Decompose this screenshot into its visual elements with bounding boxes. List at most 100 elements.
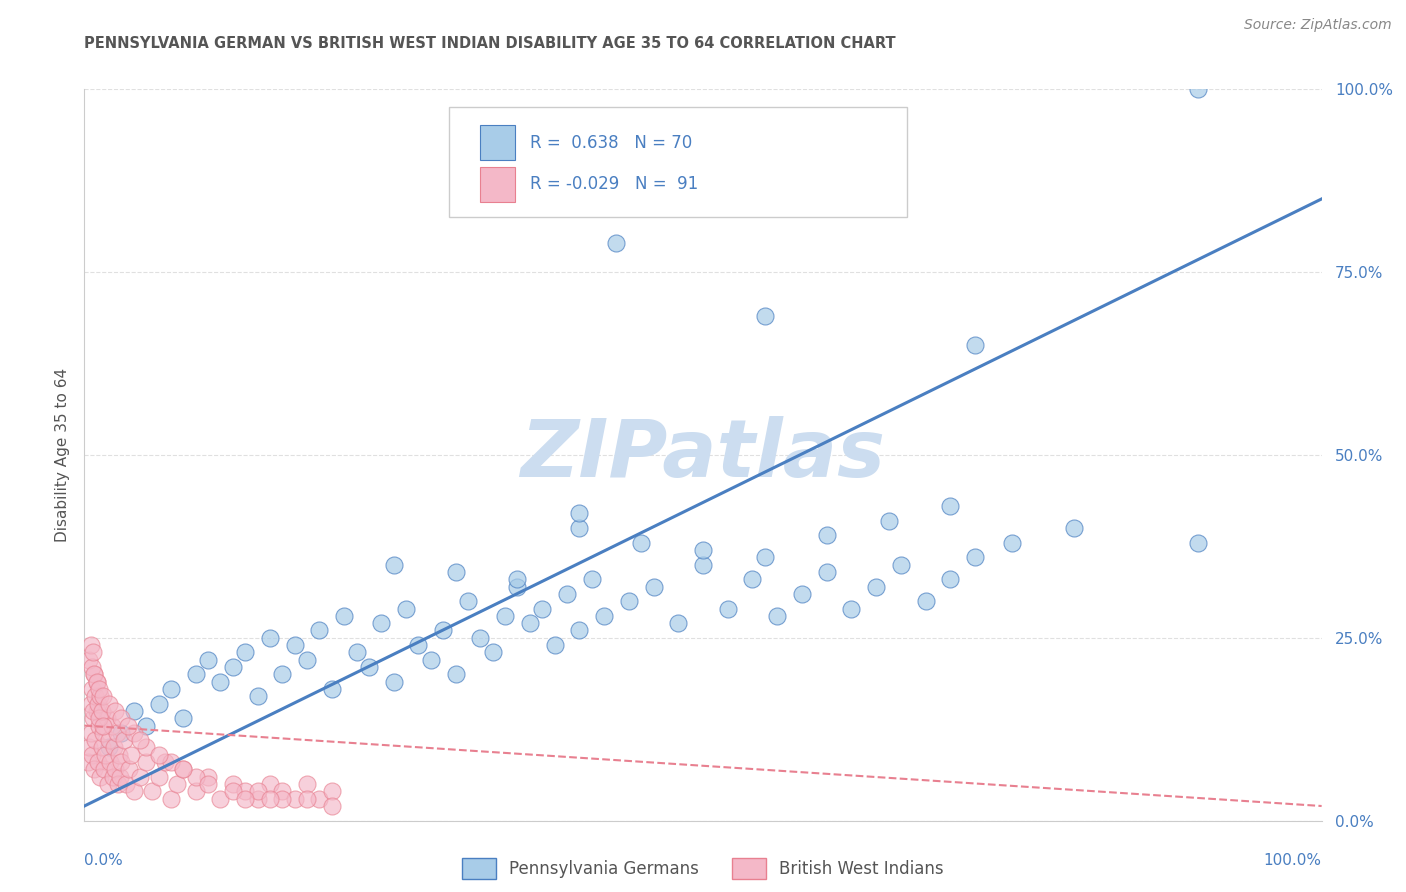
Point: [259, 791, 281, 805]
Point: [346, 645, 368, 659]
Point: [86, 704, 108, 718]
Point: [107, 777, 129, 791]
Point: [754, 309, 776, 323]
Point: [110, 726, 132, 740]
Point: [89, 681, 111, 696]
Point: [259, 631, 281, 645]
FancyBboxPatch shape: [481, 125, 515, 161]
Point: [79, 726, 101, 740]
Point: [148, 697, 170, 711]
Point: [84, 690, 107, 704]
Point: [90, 704, 112, 718]
Point: [865, 580, 887, 594]
Point: [965, 338, 987, 352]
Point: [741, 572, 763, 586]
Point: [209, 674, 232, 689]
Point: [357, 660, 380, 674]
Point: [246, 784, 269, 798]
Point: [692, 543, 714, 558]
Point: [790, 587, 813, 601]
Point: [395, 601, 418, 615]
Point: [568, 507, 591, 521]
Point: [79, 653, 101, 667]
Point: [135, 740, 157, 755]
Point: [209, 791, 232, 805]
Point: [79, 638, 101, 652]
Point: [110, 770, 132, 784]
Point: [222, 777, 245, 791]
Point: [295, 777, 318, 791]
Point: [91, 726, 114, 740]
Point: [643, 580, 665, 594]
Point: [233, 645, 256, 659]
Point: [122, 726, 145, 740]
Point: [666, 616, 689, 631]
Point: [506, 572, 529, 586]
Point: [444, 565, 467, 579]
Point: [83, 667, 105, 681]
Point: [233, 784, 256, 798]
Point: [79, 697, 101, 711]
Point: [321, 799, 343, 814]
Point: [184, 770, 207, 784]
Point: [160, 755, 183, 769]
Point: [531, 601, 554, 615]
Point: [101, 770, 124, 784]
Point: [100, 718, 122, 732]
Point: [120, 747, 142, 762]
Point: [1187, 82, 1209, 96]
Point: [172, 763, 194, 777]
Point: [939, 572, 962, 586]
Text: 100.0%: 100.0%: [1264, 854, 1322, 868]
Point: [141, 784, 163, 798]
Point: [877, 514, 900, 528]
Point: [295, 653, 318, 667]
Point: [308, 791, 330, 805]
Point: [83, 763, 105, 777]
Point: [90, 740, 112, 755]
Point: [112, 733, 135, 747]
Point: [506, 580, 529, 594]
Point: [82, 711, 104, 725]
Point: [197, 653, 219, 667]
Point: [160, 681, 183, 696]
Point: [321, 681, 343, 696]
Point: [914, 594, 936, 608]
Point: [271, 791, 294, 805]
Point: [87, 755, 110, 769]
FancyBboxPatch shape: [450, 108, 907, 218]
Point: [1001, 535, 1024, 549]
Point: [135, 755, 157, 769]
Legend: Pennsylvania Germans, British West Indians: Pennsylvania Germans, British West India…: [456, 852, 950, 886]
Point: [118, 763, 141, 777]
Point: [97, 777, 120, 791]
Point: [98, 733, 121, 747]
Point: [98, 740, 121, 755]
Point: [96, 711, 118, 725]
Point: [82, 704, 104, 718]
Point: [965, 550, 987, 565]
Point: [605, 235, 627, 250]
Text: R = -0.029   N =  91: R = -0.029 N = 91: [530, 176, 697, 194]
FancyBboxPatch shape: [481, 167, 515, 202]
Point: [160, 791, 183, 805]
Point: [815, 565, 838, 579]
Point: [519, 616, 541, 631]
Point: [481, 645, 503, 659]
Y-axis label: Disability Age 35 to 64: Disability Age 35 to 64: [55, 368, 70, 542]
Point: [333, 608, 356, 623]
Text: PENNSYLVANIA GERMAN VS BRITISH WEST INDIAN DISABILITY AGE 35 TO 64 CORRELATION C: PENNSYLVANIA GERMAN VS BRITISH WEST INDI…: [84, 36, 896, 51]
Point: [321, 784, 343, 798]
Point: [91, 718, 114, 732]
Point: [197, 770, 219, 784]
Point: [568, 521, 591, 535]
Point: [172, 711, 194, 725]
Point: [717, 601, 740, 615]
Point: [295, 791, 318, 805]
Point: [80, 747, 103, 762]
Text: Source: ZipAtlas.com: Source: ZipAtlas.com: [1244, 18, 1392, 32]
Point: [166, 777, 188, 791]
Point: [153, 755, 176, 769]
Point: [117, 718, 139, 732]
Point: [259, 777, 281, 791]
